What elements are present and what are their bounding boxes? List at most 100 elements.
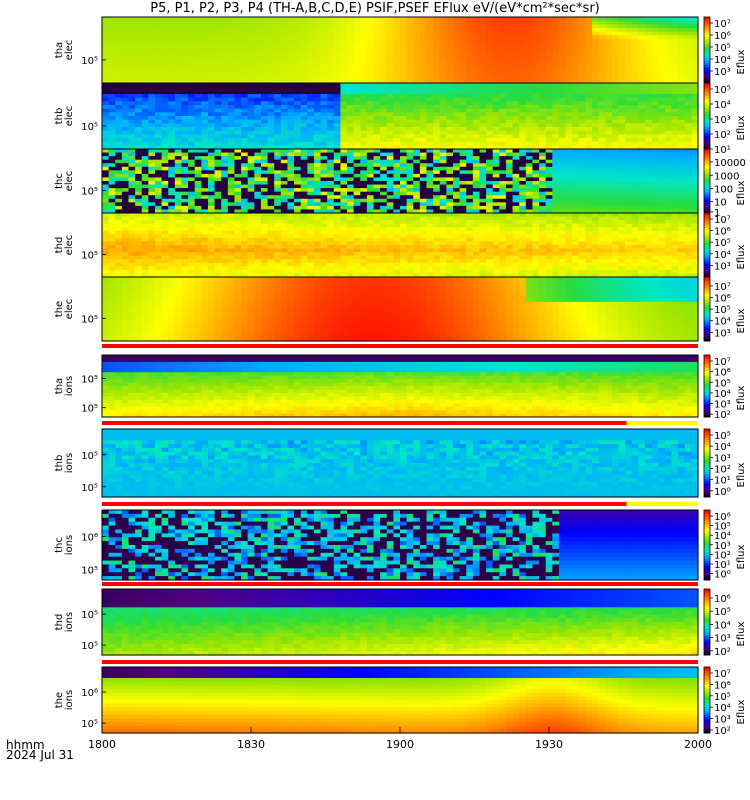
colorbar-tick-label: 10¹	[714, 476, 731, 487]
x-tick-label: 1930	[535, 738, 563, 751]
status-bar-red	[102, 582, 698, 586]
colorbar-label: Eflux	[736, 385, 747, 410]
colorbar-tick-label: 10⁷	[714, 357, 731, 368]
colorbar-label: Eflux	[736, 244, 747, 269]
panel-the-elec	[102, 277, 699, 342]
y-tick-label: 10⁵	[81, 451, 98, 462]
x-tick-label: 1900	[386, 738, 414, 751]
chart-title: P5, P1, P2, P3, P4 (TH-A,B,C,D,E) PSIF,P…	[150, 1, 600, 16]
y-axis-label: ions	[64, 453, 75, 473]
y-axis-label: elec	[64, 235, 75, 256]
y-axis-label: tha	[54, 378, 65, 394]
x-tick-label: 1830	[237, 738, 265, 751]
colorbar-tick-label: 10⁵	[714, 607, 731, 618]
x-axis-unit-label: hhmm	[6, 738, 45, 752]
y-axis-label: elec	[64, 171, 75, 192]
colorbar-tick-label: 10⁶	[714, 31, 731, 42]
colorbar-tick-label: 10³	[714, 715, 731, 726]
y-tick-label: 10⁵	[81, 641, 98, 652]
panel-frame	[101, 588, 699, 656]
colorbar-label: Eflux	[736, 699, 747, 724]
panel-thb-ions	[102, 429, 699, 498]
colorbar-tick-label: 10⁰	[714, 487, 731, 498]
panel-frame	[101, 509, 699, 581]
colorbar-tick-label: 1	[714, 208, 720, 219]
y-tick-label: 10⁵	[81, 187, 98, 198]
y-tick-label: 10⁵	[81, 56, 98, 67]
colorbar-tick-label: 10⁷	[714, 19, 731, 30]
y-axis-label: thd	[54, 237, 65, 254]
y-tick-label: 10⁶	[81, 688, 98, 699]
colorbar-tick-label: 10³	[714, 453, 731, 464]
y-axis-label: ions	[64, 535, 75, 555]
y-axis-label: ions	[64, 376, 75, 396]
y-tick-label: 10⁵	[81, 719, 98, 730]
colorbar-tick-label: 10	[714, 197, 727, 208]
y-axis-label: thd	[54, 614, 65, 631]
y-axis-label: thc	[54, 537, 65, 553]
heatmap-layer	[102, 17, 699, 734]
colorbar-tick-label: 10⁵	[714, 85, 731, 96]
y-axis-label: elec	[64, 40, 75, 61]
colorbar-tick-label: 10⁶	[714, 594, 731, 605]
colorbar-tick-label: 10⁶	[714, 512, 731, 523]
colorbar-tick-label: 10⁵	[714, 522, 731, 533]
y-tick-label: 10⁵	[81, 251, 98, 262]
panel-frame	[101, 276, 699, 342]
y-tick-label: 10⁵	[81, 566, 98, 577]
y-axis-label: thb	[54, 108, 65, 125]
colorbar-tick-label: 10¹	[714, 560, 731, 571]
colorbar-tick-label: 10²	[714, 410, 731, 421]
panel-thd-ions	[102, 589, 699, 656]
panel-frame	[101, 354, 699, 418]
x-tick-label: 1800	[88, 738, 116, 751]
colorbar-label: Eflux	[736, 49, 747, 74]
panel-frame	[101, 428, 699, 498]
colorbar-tick-label: 10⁰	[714, 570, 731, 581]
y-tick-label: 10⁵	[81, 122, 98, 133]
colorbar-tick-label: 10³	[714, 634, 731, 645]
colorbar-tick-label: 10³	[714, 67, 731, 78]
panel-tha-ions	[102, 355, 699, 418]
colorbar-tick-label: 10²	[714, 647, 731, 658]
status-bar-red	[102, 502, 627, 506]
colorbar-tick-label: 10⁷	[714, 215, 731, 226]
panel-thb-elec	[102, 83, 699, 150]
colorbar-label: Eflux	[736, 308, 747, 333]
colorbar-tick-label: 10³	[714, 115, 731, 126]
colorbar-tick-label: 10⁴	[714, 703, 731, 714]
colorbar-label: Eflux	[736, 544, 747, 569]
colorbar: 10⁵ 10⁴ 10³ 10² 10¹ Eflux	[703, 82, 747, 156]
y-tick-label: 10⁵	[81, 610, 98, 621]
colorbar-tick-label: 10⁷	[714, 669, 731, 680]
y-axis-label: thb	[54, 455, 65, 472]
colorbar-tick-label: 10⁵	[714, 378, 731, 389]
colorbar-tick-label: 10¹	[714, 145, 731, 156]
panel-tha-elec	[102, 17, 699, 84]
colorbar-tick-label: 10⁶	[714, 294, 731, 305]
status-bar-red	[102, 344, 698, 348]
colorbar-tick-label: 10⁴	[714, 55, 731, 66]
y-axis-label: thc	[54, 173, 65, 189]
y-axis-label: tha	[54, 42, 65, 58]
status-bar-red	[102, 660, 698, 664]
y-axis-label: elec	[64, 299, 75, 320]
status-bar-yellow	[626, 421, 698, 425]
y-axis-label: the	[54, 692, 65, 708]
colorbar-tick-label: 10⁴	[714, 620, 731, 631]
y-tick-label: 10⁵	[81, 315, 98, 326]
colorbar-label: Eflux	[736, 115, 747, 140]
colorbar-tick-label: 10⁴	[714, 442, 731, 453]
colorbar-tick-label: 10³	[714, 328, 731, 339]
colorbar-tick-label: 10⁵	[714, 43, 731, 54]
y-tick-label: 10⁶	[81, 533, 98, 544]
panel-thc-ions	[102, 510, 699, 581]
colorbar-label: Eflux	[736, 621, 747, 646]
y-axis-label: ions	[64, 612, 75, 632]
